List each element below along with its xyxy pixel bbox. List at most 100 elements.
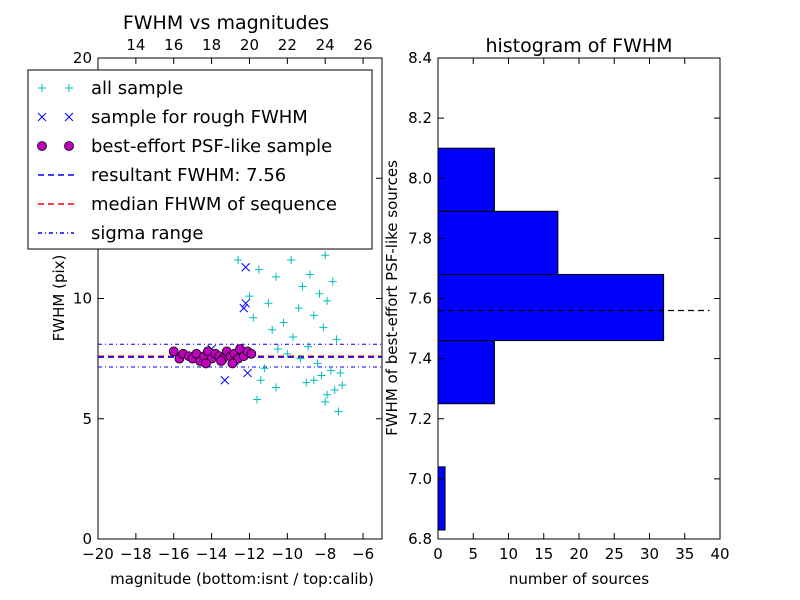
- data-point: [330, 385, 339, 394]
- hist-y-tick-label: 6.8: [408, 530, 432, 548]
- data-point: [298, 282, 307, 291]
- x-tick-label: −16: [158, 545, 190, 563]
- legend-marker: [37, 141, 47, 151]
- hist-y-tick-label: 8.0: [408, 169, 432, 187]
- data-point: [271, 383, 280, 392]
- data-point: [243, 368, 252, 378]
- top-x-tick-label: 14: [126, 36, 145, 54]
- histogram-y-axis: 6.8 7.0 7.2 7.4 7.6 7.8 8.0 8.2 8.4: [408, 49, 720, 548]
- data-point: [246, 348, 257, 359]
- scatter-y-axis-label: FWHM (pix): [50, 255, 68, 342]
- data-point: [323, 296, 332, 305]
- legend-label: resultant FWHM: 7.56: [91, 165, 286, 186]
- data-point: [245, 292, 254, 301]
- data-point: [338, 381, 347, 390]
- data-point: [253, 395, 262, 404]
- data-point: [321, 397, 330, 406]
- data-point: [294, 304, 303, 313]
- data-point: [260, 364, 269, 373]
- x-tick-label: −12: [234, 545, 266, 563]
- data-point: [256, 376, 265, 385]
- data-point: [328, 277, 337, 286]
- legend-label: median FHWM of sequence: [91, 194, 337, 215]
- hist-y-tick-label: 8.2: [408, 109, 432, 127]
- scatter-title: FWHM vs magnitudes: [123, 12, 329, 34]
- data-point: [326, 366, 335, 375]
- data-point: [304, 342, 313, 351]
- legend-box: [27, 69, 373, 250]
- data-point: [321, 251, 330, 260]
- legend-label: sample for rough FWHM: [91, 107, 308, 128]
- x-tick-label: −18: [120, 545, 152, 563]
- histogram-bars: [437, 147, 665, 531]
- data-point: [315, 289, 324, 298]
- legend-marker: [37, 112, 47, 122]
- legend-marker: [64, 141, 74, 151]
- legend-marker: [65, 84, 73, 92]
- data-point: [309, 311, 318, 320]
- data-point: [271, 272, 280, 281]
- hist-x-tick-label: 15: [534, 545, 553, 563]
- data-point: [168, 346, 179, 357]
- scatter-points: [165, 75, 347, 416]
- x-tick-label: −20: [82, 545, 114, 563]
- histogram-bar: [437, 147, 495, 212]
- data-point: [306, 270, 315, 279]
- data-point: [249, 313, 258, 322]
- scatter-chart: FWHM vs magnitudes −20 −18 −16 −14 −12 −10 −8−…: [27, 12, 383, 588]
- histogram-x-axis: 0 5 10 15 20 25 30 35 40: [433, 58, 730, 563]
- data-point: [317, 371, 326, 380]
- histogram-bar: [437, 273, 665, 342]
- legend-marker: [38, 84, 46, 92]
- histogram-chart: histogram of FWHM 0 5 10 15 20 25 30 35 40 6.8 7.…: [383, 35, 730, 588]
- hist-x-tick-label: 35: [675, 545, 694, 563]
- legend-label: best-effort PSF-like sample: [91, 136, 332, 157]
- top-x-tick-label: 24: [316, 36, 335, 54]
- legend-entry: resultant FWHM: 7.56: [38, 165, 286, 186]
- legend-label: sigma range: [91, 223, 203, 244]
- top-x-tick-label: 16: [164, 36, 183, 54]
- scatter-x-axis-label: magnitude (bottom:isnt / top:calib): [110, 570, 374, 588]
- hist-y-tick-label: 7.2: [408, 410, 432, 428]
- data-point: [323, 390, 332, 399]
- y-tick-label: 0: [82, 530, 92, 548]
- hist-y-tick-label: 7.8: [408, 229, 432, 247]
- data-point: [336, 369, 345, 378]
- top-x-tick-label: 26: [354, 36, 373, 54]
- data-point: [309, 376, 318, 385]
- y-tick-label: 20: [73, 49, 92, 67]
- scatter-top-x-axis: 14 16 18 20 22 24 26: [126, 36, 373, 64]
- hist-x-tick-label: 0: [433, 545, 443, 563]
- x-tick-label: −14: [196, 545, 228, 563]
- data-point: [332, 335, 341, 344]
- scatter-legend: all sample sample for rough FWHM best-effo…: [27, 69, 373, 250]
- data-point: [241, 298, 251, 308]
- legend-marker: [64, 112, 74, 122]
- data-point: [241, 262, 251, 272]
- y-tick-label: 5: [82, 410, 92, 428]
- histogram-bar: [437, 340, 495, 405]
- data-point: [234, 256, 243, 265]
- hist-y-tick-label: 7.4: [408, 350, 432, 368]
- data-point: [264, 299, 273, 308]
- data-point: [216, 356, 226, 366]
- histogram-bar: [437, 210, 559, 275]
- data-point: [302, 378, 311, 387]
- data-point: [239, 303, 249, 313]
- hist-y-tick-label: 7.6: [408, 290, 432, 308]
- y-tick-label: 10: [73, 290, 92, 308]
- histogram-x-axis-label: number of sources: [509, 570, 649, 588]
- x-tick-label: −10: [272, 545, 304, 563]
- data-point: [319, 323, 328, 332]
- hist-x-tick-label: 5: [468, 545, 478, 563]
- data-point: [283, 349, 292, 358]
- data-point: [289, 332, 298, 341]
- data-point: [227, 358, 238, 369]
- top-x-tick-label: 22: [278, 36, 297, 54]
- x-tick-label: −8: [314, 545, 336, 563]
- scatter-x-axis: −20 −18 −16 −14 −12 −10 −8 −6: [82, 533, 374, 563]
- top-x-tick-label: 20: [240, 36, 259, 54]
- legend-label: all sample: [91, 78, 183, 99]
- data-point: [313, 359, 322, 368]
